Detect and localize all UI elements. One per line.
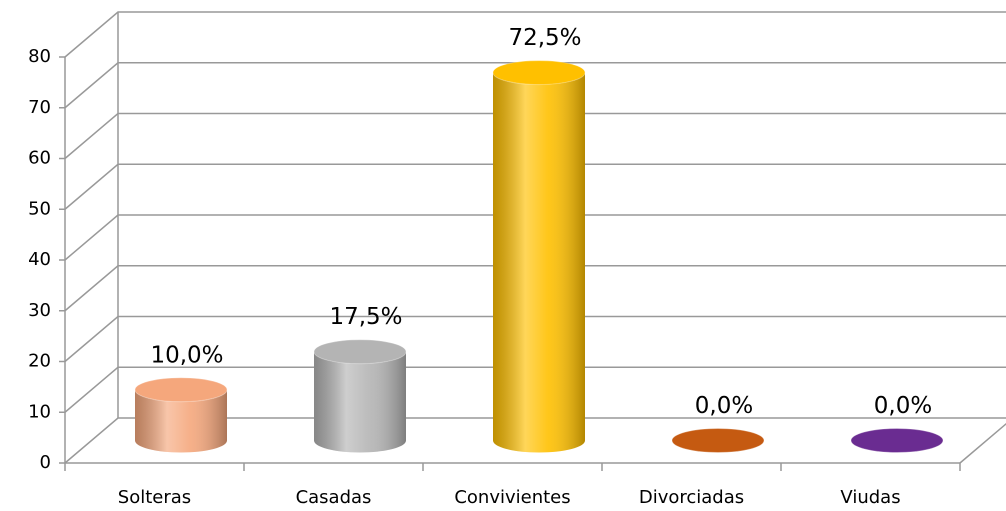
y-tick-label: 0	[40, 452, 51, 473]
grid-line	[64, 417, 1006, 464]
grid-line	[64, 62, 1006, 109]
bar	[313, 339, 407, 453]
grid-line	[64, 366, 1006, 413]
bar-shade	[135, 389, 227, 453]
bar-top	[850, 428, 944, 453]
grid-line	[64, 315, 1006, 363]
bar	[492, 60, 586, 453]
grid-line	[64, 214, 1006, 261]
y-tick-label: 80	[28, 46, 51, 67]
x-tick-label: Convivientes	[454, 487, 570, 508]
bar-top	[492, 60, 586, 86]
y-tick-label: 60	[28, 148, 51, 169]
x-tick-label: Viudas	[840, 487, 900, 508]
bar	[671, 428, 765, 453]
bar	[850, 428, 944, 453]
y-tick-label: 70	[28, 97, 51, 118]
value-label: 0,0%	[874, 393, 932, 419]
bar-top	[313, 339, 407, 365]
value-label: 0,0%	[695, 393, 753, 419]
grid-line	[64, 265, 1006, 312]
bar-shade	[314, 351, 406, 453]
y-tick-label: 40	[28, 249, 51, 270]
y-tick-label: 10	[28, 401, 51, 422]
y-tick-label: 20	[28, 351, 51, 372]
value-label: 17,5%	[329, 304, 402, 330]
floor-edge	[959, 422, 1006, 464]
x-tick-label: Divorciadas	[639, 487, 744, 508]
bar-top	[134, 377, 228, 403]
y-tick-label: 50	[28, 198, 51, 219]
bar	[134, 377, 228, 453]
grid-line	[64, 112, 1006, 160]
grid-line	[64, 163, 1006, 210]
y-tick-label: 30	[28, 300, 51, 321]
value-label: 72,5%	[508, 25, 581, 51]
bar-top	[671, 428, 765, 453]
bar-shade	[493, 72, 585, 453]
x-tick-label: Solteras	[118, 487, 191, 508]
value-label: 10,0%	[150, 342, 223, 368]
grid-line	[64, 11, 1006, 58]
x-tick-label: Casadas	[296, 487, 372, 508]
